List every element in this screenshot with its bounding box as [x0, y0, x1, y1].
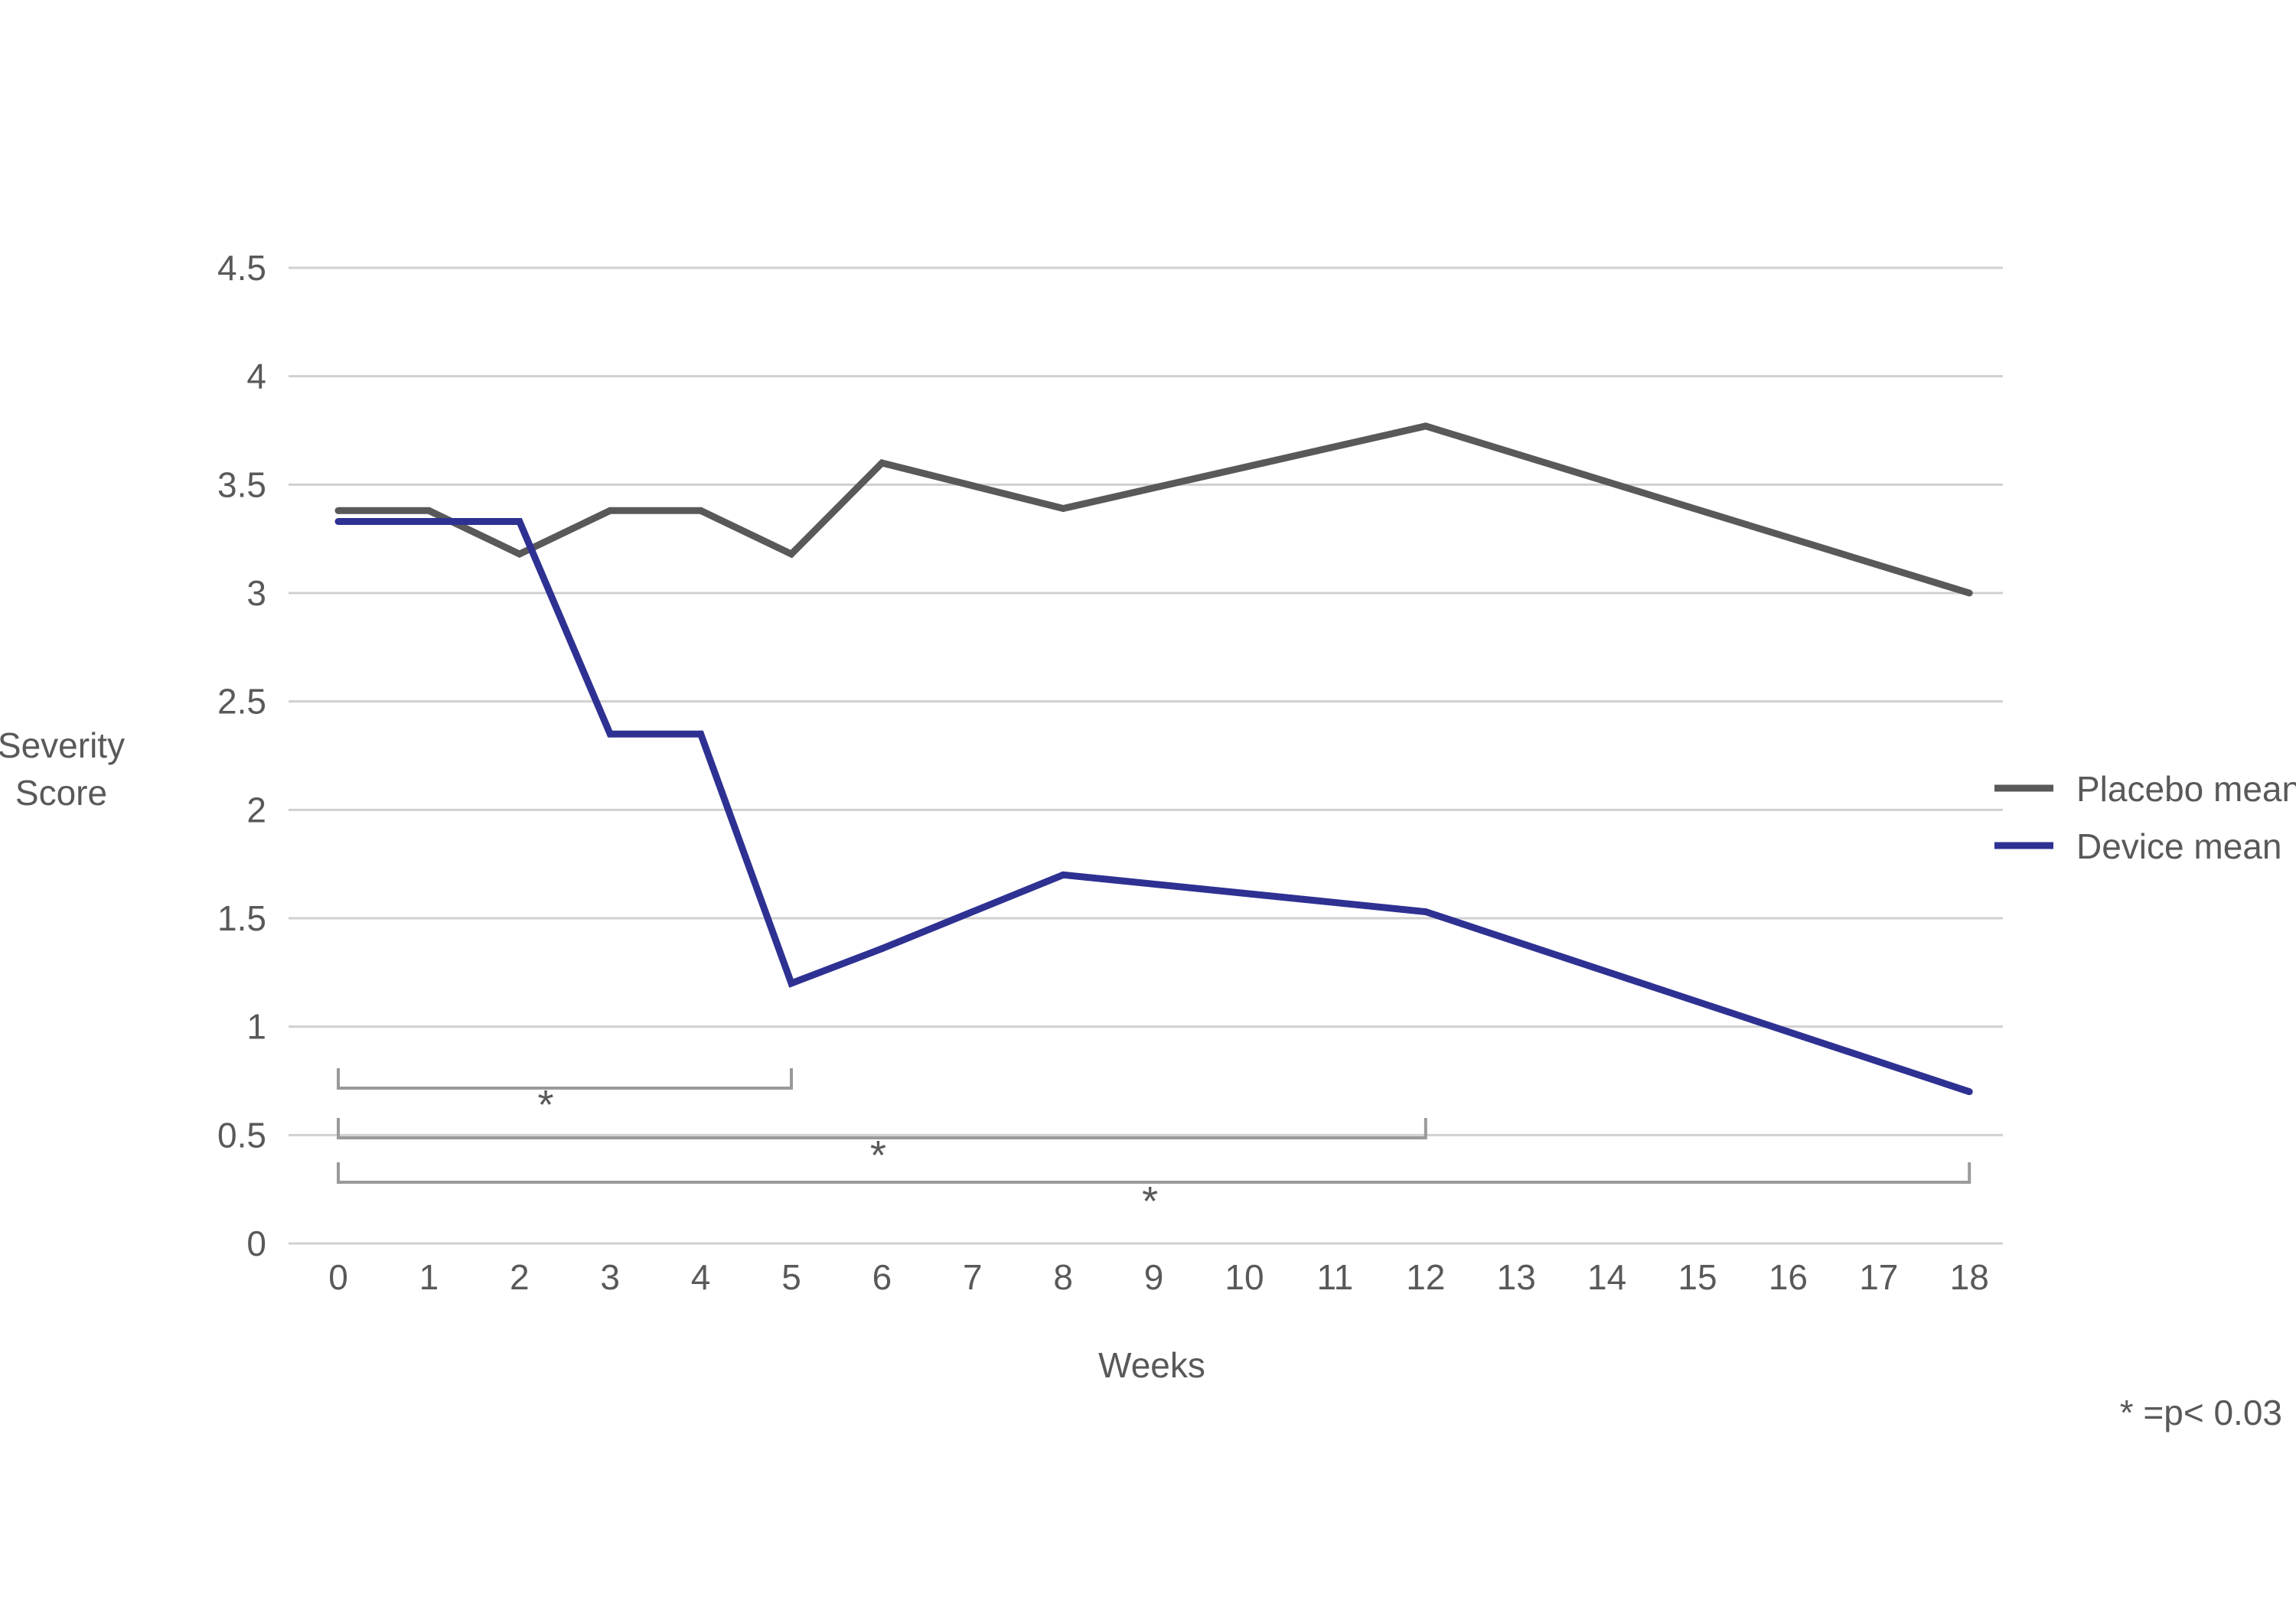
significance-footnote: * =p< 0.03 [2120, 1393, 2282, 1432]
legend-item-device: Device mean [1994, 826, 2281, 866]
y-tick-label: 2 [246, 790, 266, 829]
y-axis-title-line-1: Severity [0, 725, 125, 765]
data-point [334, 507, 342, 514]
legend: Placebo mean Device mean [1994, 769, 2296, 866]
data-point [788, 979, 795, 987]
y-tick-label: 1.5 [217, 898, 266, 938]
significance-star: * [537, 1082, 553, 1128]
x-tick-label: 5 [781, 1257, 801, 1297]
y-tick-label: 4 [246, 357, 266, 396]
data-point [1965, 589, 1973, 597]
data-point [606, 507, 614, 514]
gridlines [289, 266, 2003, 1245]
data-point [1965, 1088, 1973, 1096]
x-tick-label: 18 [1950, 1257, 1989, 1297]
y-tick-label: 3.5 [217, 464, 266, 504]
data-point [697, 507, 705, 514]
x-tick-label: 3 [600, 1257, 620, 1297]
series-lines [334, 422, 1973, 1096]
x-tick-label: 1 [419, 1257, 439, 1297]
x-tick-label: 0 [328, 1257, 348, 1297]
significance-bracket [337, 1068, 793, 1090]
legend-label-placebo: Placebo mean [2076, 769, 2296, 809]
significance-star: * [1142, 1178, 1158, 1224]
data-point [1422, 908, 1430, 915]
y-axis-ticks: 0 0.5 1 1.5 2 2.5 3 3.5 4 4.5 [217, 248, 266, 1263]
data-point [334, 518, 342, 525]
significance-bracket [337, 1162, 1971, 1184]
legend-label-device: Device mean [2076, 826, 2281, 866]
x-tick-label: 7 [963, 1257, 983, 1297]
x-tick-label: 9 [1144, 1257, 1164, 1297]
data-point [425, 518, 432, 525]
x-tick-label: 2 [510, 1257, 530, 1297]
data-point [1422, 422, 1430, 430]
x-axis-ticks: 0 1 2 3 4 5 6 7 8 9 10 11 12 13 14 15 16 17 18 [328, 1257, 1989, 1297]
data-point [1059, 871, 1067, 878]
x-tick-label: 8 [1053, 1257, 1073, 1297]
x-axis-title: Weeks [1098, 1345, 1205, 1385]
data-point [1059, 505, 1067, 512]
x-tick-label: 12 [1406, 1257, 1445, 1297]
x-tick-label: 17 [1859, 1257, 1898, 1297]
x-tick-label: 10 [1225, 1257, 1264, 1297]
x-tick-label: 16 [1769, 1257, 1808, 1297]
x-tick-label: 4 [691, 1257, 711, 1297]
y-tick-label: 1 [246, 1007, 266, 1047]
significance-brackets: * * * [337, 1068, 1971, 1224]
series-line-placebo [338, 422, 1971, 597]
series-line-device [338, 518, 1971, 1095]
y-tick-label: 2.5 [217, 682, 266, 722]
data-point [425, 507, 432, 514]
legend-item-placebo: Placebo mean [1994, 769, 2296, 809]
data-point [878, 459, 885, 467]
x-tick-label: 13 [1497, 1257, 1536, 1297]
y-tick-label: 4.5 [217, 248, 266, 288]
data-point [697, 730, 705, 738]
x-tick-label: 15 [1678, 1257, 1717, 1297]
x-tick-label: 6 [872, 1257, 892, 1297]
data-point [516, 550, 523, 558]
significance-star: * [870, 1133, 886, 1178]
significance-bracket [337, 1118, 1427, 1139]
data-point [516, 518, 523, 525]
y-tick-label: 0 [246, 1224, 266, 1263]
y-axis-title-line-2: Score [15, 773, 107, 813]
data-point [788, 550, 795, 558]
y-tick-label: 3 [246, 573, 266, 613]
data-point [878, 945, 885, 953]
y-tick-label: 0.5 [217, 1115, 266, 1155]
x-tick-label: 11 [1317, 1257, 1354, 1297]
x-tick-label: 14 [1587, 1257, 1626, 1297]
data-point [606, 730, 614, 738]
